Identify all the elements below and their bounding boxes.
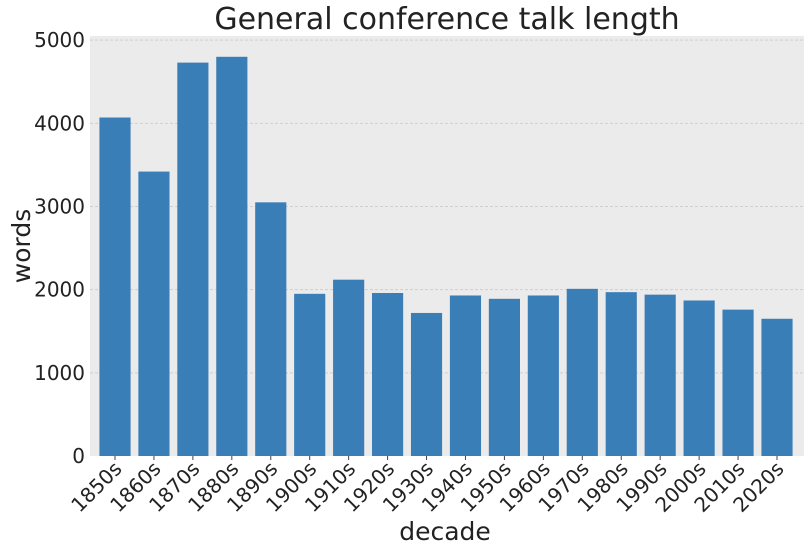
bar-1860s — [138, 171, 170, 456]
y-tick-label: 0 — [72, 444, 85, 468]
bar-2000s — [683, 300, 715, 456]
y-tick-label: 5000 — [34, 28, 85, 52]
bar-1850s — [99, 117, 131, 457]
bar-1870s — [177, 62, 209, 456]
bar-1920s — [372, 292, 404, 456]
bar-1910s — [333, 279, 365, 456]
y-tick-label: 3000 — [34, 194, 85, 218]
bar-1980s — [605, 292, 637, 456]
x-tick-labels: 1850s1860s1870s1880s1890s1900s1910s1920s… — [66, 456, 789, 517]
bar-1990s — [644, 294, 676, 456]
chart-title: General conference talk length — [214, 2, 679, 37]
bar-1960s — [527, 295, 559, 456]
bar-1970s — [566, 288, 598, 456]
bar-2010s — [722, 309, 754, 456]
y-tick-label: 1000 — [34, 361, 85, 385]
bar-1890s — [255, 202, 287, 456]
y-tick-label: 4000 — [34, 111, 85, 135]
y-tick-labels: 0 1000 2000 3000 4000 5000 — [34, 28, 85, 468]
y-tick-label: 2000 — [34, 278, 85, 302]
bar-1900s — [294, 293, 326, 456]
y-axis-label: words — [7, 209, 36, 283]
x-axis-label: decade — [399, 517, 491, 546]
bar-2020s — [761, 318, 793, 456]
bar-1880s — [216, 56, 248, 456]
bar-1950s — [488, 298, 520, 456]
bar-1940s — [449, 295, 482, 456]
bars — [99, 56, 793, 457]
bar-1930s — [410, 312, 443, 456]
